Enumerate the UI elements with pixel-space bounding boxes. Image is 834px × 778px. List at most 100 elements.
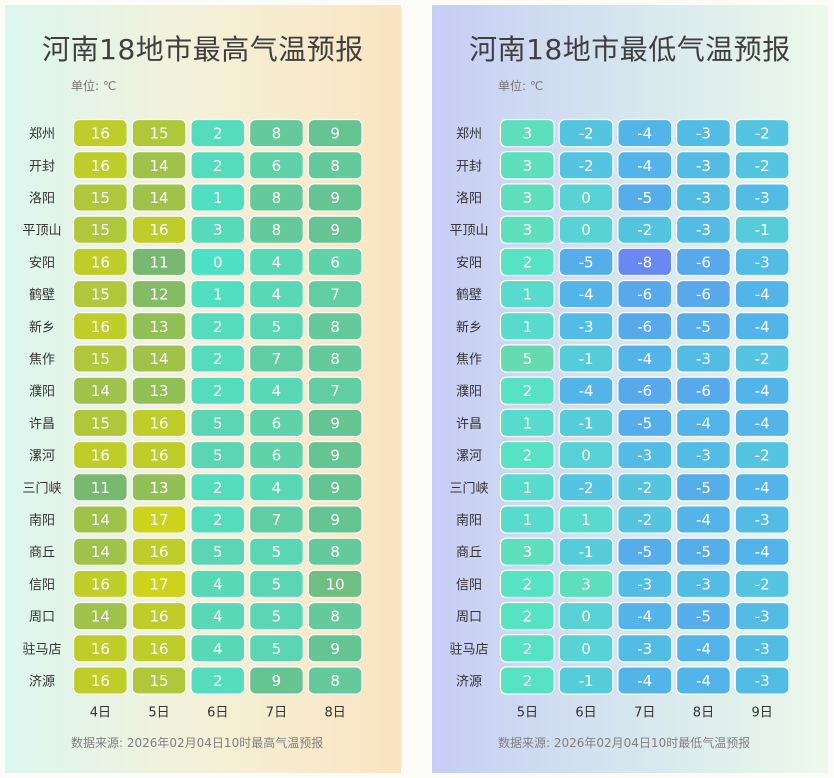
row-label: 焦作 [456,353,482,368]
heatmap-cell [676,215,731,244]
heatmap-cell [499,537,555,566]
cell-value: 5 [213,543,223,561]
cell-value: 12 [150,286,169,304]
row-label: 三门峡 [449,481,488,496]
heatmap-cell [499,344,555,373]
heatmap-cell [558,440,614,470]
heatmap-cell [307,118,363,148]
column-label: 6日 [207,706,228,721]
heatmap-cell [190,634,246,663]
heatmap-cell [131,279,187,309]
column-label: 8日 [693,706,714,721]
row-label: 鹤壁 [29,287,55,303]
heatmap-cell [617,151,673,180]
cell-value: -3 [579,318,594,336]
heatmap-cell [734,215,790,244]
cell-value: 2 [213,511,223,529]
cell-value: -5 [696,318,711,336]
heatmap-cell [499,666,555,695]
cell-value: 4 [272,479,282,497]
heatmap-cell [734,634,790,663]
heatmap-cell [131,151,187,180]
heatmap-cell [558,118,614,148]
heatmap-cell [499,440,555,470]
heatmap-cell [617,569,673,599]
row-label: 开封 [29,159,55,174]
cell-value: 9 [330,511,340,529]
heatmap-cell [734,440,790,470]
heatmap-cell [249,569,304,599]
heatmap-cell [499,505,555,534]
heatmap-cell [499,312,555,341]
heatmap-cell [131,634,187,663]
heatmap-cell [676,408,731,438]
heatmap-cell [307,247,363,277]
cell-value: -2 [755,447,770,465]
cell-value: -3 [755,189,770,207]
heatmap-cell [190,279,246,309]
cell-value: -4 [696,414,711,432]
heatmap-cell [617,505,673,534]
cell-value: -2 [579,157,594,175]
heatmap-cell [249,215,304,244]
chart-title: 河南18地市最低气温预报 [469,33,791,66]
cell-value: 4 [272,382,282,400]
cell-value: -5 [696,543,711,561]
cell-value: 7 [272,350,282,368]
cell-value: -4 [637,608,652,626]
unit-label: 单位: ℃ [498,79,544,93]
cell-value: 9 [330,640,340,658]
row-label: 平顶山 [22,224,61,239]
row-label: 济源 [29,675,55,690]
cell-value: 15 [91,189,110,207]
cell-value: -6 [696,286,711,304]
row-label: 郑州 [29,127,55,142]
heatmap-cell [558,312,614,341]
heatmap-cell [72,151,128,180]
cell-value: 16 [91,253,110,271]
cell-value: 16 [91,318,110,336]
cell-value: 9 [330,189,340,207]
cell-value: -5 [579,253,594,271]
heatmap-cell [734,473,790,502]
cell-value: -1 [579,672,594,690]
row-label: 濮阳 [456,385,482,400]
cell-value: -3 [696,157,711,175]
cell-value: -4 [579,286,594,304]
cell-value: 15 [91,286,110,304]
cell-value: 7 [330,382,340,400]
cell-value: 1 [523,286,533,304]
cell-value: 5 [523,350,533,368]
cell-value: -2 [637,511,652,529]
heatmap-cell [734,537,790,566]
cell-value: -2 [755,575,770,593]
heatmap-cell [617,634,673,663]
heatmap-cell [307,440,363,470]
heatmap-cell [131,473,187,502]
cell-value: -5 [637,543,652,561]
heatmap-cell [131,408,187,438]
cell-value: 9 [330,125,340,143]
heatmap-cell [307,601,363,631]
cell-value: 2 [213,125,223,143]
heatmap-cell [131,569,187,599]
heatmap-cell [72,183,128,212]
cell-value: 15 [91,221,110,239]
heatmap-cell [617,344,673,373]
cell-value: -5 [637,414,652,432]
cell-value: 8 [330,350,340,368]
cell-value: 8 [272,125,282,143]
heatmap-cell [72,312,128,341]
cell-value: -6 [637,382,652,400]
heatmap-cell [499,376,555,405]
heatmap-cell [676,440,731,470]
column-label: 7日 [634,706,655,721]
cell-value: 8 [330,543,340,561]
heatmap-cell [131,376,187,405]
row-label: 驻马店 [449,642,488,657]
heatmap-cell [72,279,128,309]
heatmap-cell [676,279,731,309]
cell-value: 16 [150,543,169,561]
cell-value: 3 [523,221,533,239]
